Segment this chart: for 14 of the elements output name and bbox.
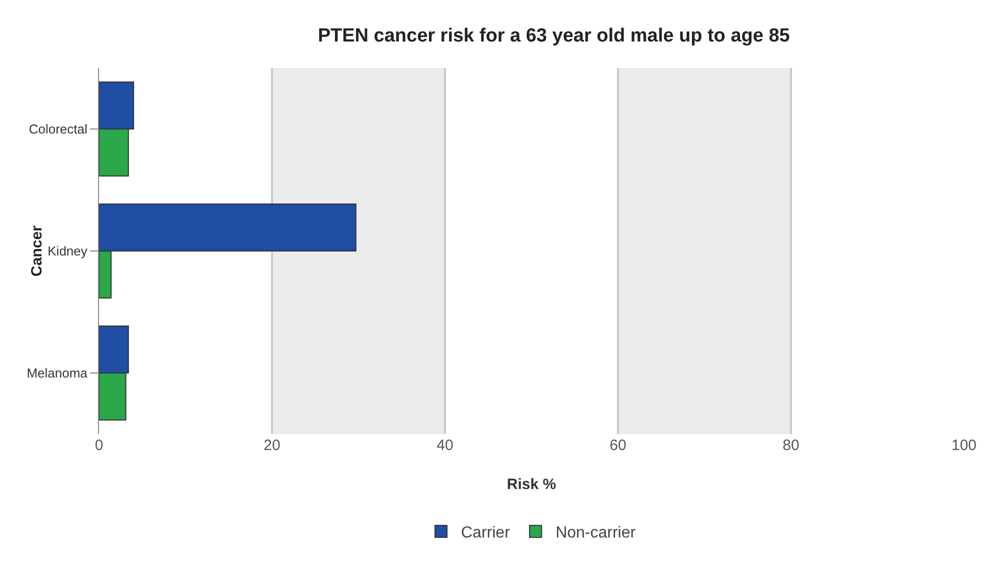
x-axis-title: Risk % bbox=[506, 476, 556, 493]
x-tick-label: 80 bbox=[782, 437, 800, 454]
y-tick-label: Colorectal bbox=[28, 122, 88, 137]
x-tick-label: 0 bbox=[94, 437, 104, 454]
legend-label: Carrier bbox=[461, 524, 511, 542]
x-tick-label: 40 bbox=[436, 437, 454, 454]
x-tick-label: 20 bbox=[264, 437, 280, 454]
chart-title: PTEN cancer risk for a 63 year old male up to age 85 bbox=[318, 26, 790, 46]
y-axis-title: Cancer bbox=[28, 225, 46, 276]
legend-label: Non-carrier bbox=[556, 524, 636, 542]
x-tick-label: 100 bbox=[951, 437, 977, 454]
y-tick-label: Melanoma bbox=[26, 366, 88, 381]
y-tick-label: Kidney bbox=[48, 244, 88, 259]
x-tick-label: 60 bbox=[610, 437, 626, 454]
